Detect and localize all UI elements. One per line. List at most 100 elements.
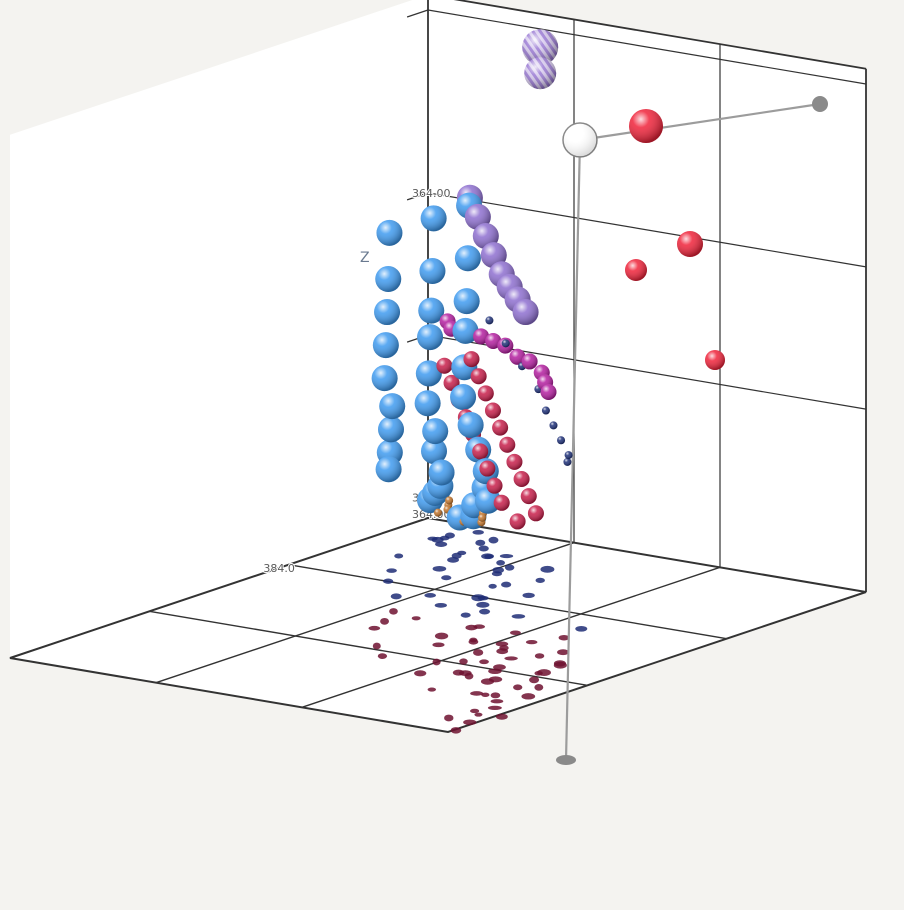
- floor-shadow: [534, 653, 545, 659]
- data-point: [436, 357, 453, 374]
- data-point: [557, 436, 566, 445]
- data-point: [485, 332, 502, 349]
- floor-shadow: [501, 581, 512, 588]
- selection-drop-line: [564, 139, 582, 761]
- floor-shadow: [535, 577, 545, 583]
- floor-shadow: [481, 553, 494, 560]
- data-point: [378, 416, 404, 443]
- wall-grid-line: [427, 192, 867, 268]
- floor-shadow: [411, 616, 421, 621]
- floor-shadow: [525, 639, 538, 645]
- data-point-shine: [419, 258, 446, 285]
- floor-grid-line: [288, 563, 727, 640]
- highlight-data-point: [705, 350, 725, 370]
- floor-shadow: [521, 693, 536, 700]
- floor-shadow: [496, 560, 505, 566]
- data-point-striped: [524, 57, 557, 90]
- data-point-shine: [371, 365, 398, 392]
- data-point-shine: [420, 205, 447, 232]
- data-points: [371, 29, 725, 531]
- floor-shadow: [490, 699, 504, 704]
- floor-grid-line: [149, 610, 588, 687]
- data-point-shine: [557, 436, 566, 445]
- floor-shadow: [444, 714, 454, 722]
- vertical-tick-label: 364.00: [412, 0, 451, 2]
- floor-shadow: [481, 692, 490, 698]
- data-point: [520, 488, 537, 505]
- selection-guide-line: [579, 102, 821, 142]
- floor-shadow: [394, 553, 404, 559]
- data-point: [371, 365, 398, 392]
- data-point-shine: [414, 390, 441, 417]
- data-point-shine: [506, 453, 523, 470]
- floor-shadow: [432, 658, 441, 666]
- data-point-shine: [473, 328, 490, 345]
- data-point: [470, 368, 487, 385]
- floor-shadow: [470, 708, 480, 714]
- floor-shadow: [432, 565, 447, 572]
- floor-shadow: [513, 684, 523, 691]
- data-point: [420, 205, 447, 232]
- data-point: [506, 453, 523, 470]
- data-point-shine: [493, 494, 510, 511]
- data-point: [499, 436, 516, 453]
- data-point: [527, 505, 544, 522]
- floor-shadow: [534, 683, 544, 691]
- data-point: [457, 411, 484, 438]
- floor-shadow: [389, 608, 398, 615]
- floor-shadow: [473, 649, 484, 656]
- data-point: [563, 457, 572, 466]
- data-point-shine: [563, 457, 572, 466]
- data-point: [474, 487, 501, 514]
- floor-shadow: [377, 653, 388, 659]
- data-point: [450, 384, 477, 411]
- data-point: [485, 316, 494, 325]
- data-point: [501, 339, 510, 348]
- floor-shadow: [470, 691, 484, 696]
- top-edge-line: [453, 0, 867, 70]
- data-point: [415, 360, 442, 387]
- data-point-shine: [564, 451, 573, 460]
- data-point: [445, 496, 454, 505]
- data-point: [521, 353, 538, 370]
- data-point: [540, 384, 557, 401]
- data-point: [422, 418, 449, 445]
- data-point: [454, 245, 481, 272]
- data-point-shine: [379, 393, 406, 420]
- floor-shadow: [380, 617, 389, 625]
- floor-shadow: [529, 676, 540, 684]
- data-point-striped: [522, 29, 559, 66]
- floor-shadow: [441, 575, 452, 581]
- floor-shadow: [444, 532, 455, 539]
- floor-shadow: [424, 593, 437, 598]
- selection-marker: [556, 96, 828, 765]
- floor-shadow: [372, 642, 381, 650]
- data-point-shine: [457, 411, 484, 438]
- data-point-shine: [501, 339, 510, 348]
- floor-shadow: [522, 592, 535, 598]
- data-point-shine: [445, 496, 454, 505]
- floor-shadow: [435, 541, 448, 547]
- data-point-shine: [452, 317, 479, 344]
- data-point: [463, 351, 480, 368]
- data-point-shine: [520, 488, 537, 505]
- floor-shadow: [468, 639, 479, 645]
- floor-shadow: [459, 658, 468, 665]
- data-point-shine: [415, 360, 442, 387]
- floor-shadow: [558, 634, 570, 641]
- floor-shadow: [499, 554, 514, 559]
- data-point-shine: [453, 288, 480, 315]
- data-point: [414, 390, 441, 417]
- floor-grid-line: [155, 542, 575, 684]
- data-point-shine: [485, 332, 502, 349]
- data-point: [477, 385, 494, 402]
- floor-shadow: [459, 670, 472, 676]
- floor-shadow: [476, 601, 490, 608]
- data-point: [473, 328, 490, 345]
- data-point-shine: [541, 406, 550, 415]
- floor-grid-line: [301, 566, 721, 708]
- floor-shadow: [537, 669, 551, 677]
- floor-shadow: [432, 642, 445, 648]
